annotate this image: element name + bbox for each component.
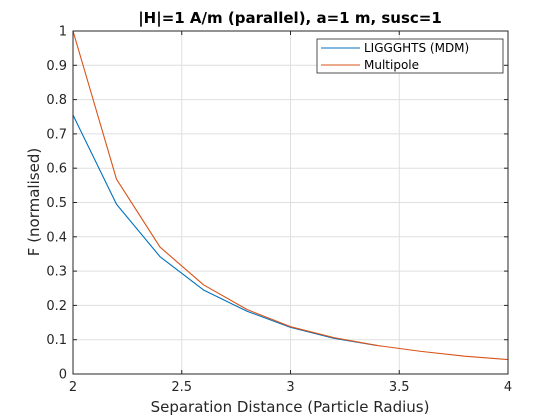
y-tick-labels: 0 0.1 0.2 0.3 0.4 0.5 0.6 0.7 0.8 0.9 1 [46, 25, 67, 383]
y-tick-label: 0.2 [46, 299, 67, 314]
x-tick-label: 3.5 [389, 380, 410, 395]
y-tick-label: 0.5 [46, 196, 67, 211]
legend-box [316, 38, 504, 74]
chart-title: |H|=1 A/m (parallel), a=1 m, susc=1 [138, 9, 442, 28]
y-tick-label: 0.1 [46, 333, 67, 348]
series-line-mdm [72, 114, 378, 347]
series-line-multipole [72, 30, 509, 361]
legend: LIGGGHTS (MDM) Multipole [316, 38, 504, 74]
legend-label-mdm: LIGGGHTS (MDM) [364, 41, 469, 55]
y-tick-label: 0.8 [46, 93, 67, 108]
y-axis-label: F (normalised) [25, 148, 43, 256]
x-tick-label: 2.5 [171, 380, 192, 395]
y-tick-label: 0.9 [46, 59, 67, 74]
x-axis-label: Separation Distance (Particle Radius) [151, 398, 430, 416]
x-tick-labels: 2 2.5 3 3.5 4 [69, 380, 512, 395]
y-tick-label: 1 [59, 25, 67, 40]
tick-marks [72, 30, 509, 375]
y-tick-label: 0.6 [46, 162, 67, 177]
legend-label-multipole: Multipole [364, 58, 419, 72]
x-tick-label: 4 [504, 380, 512, 395]
y-tick-label: 0.7 [46, 127, 67, 142]
y-tick-label: 0 [59, 368, 67, 383]
y-tick-label: 0.3 [46, 265, 67, 280]
x-tick-label: 3 [286, 380, 294, 395]
y-tick-label: 0.4 [46, 230, 67, 245]
series-layer [72, 30, 509, 361]
x-tick-label: 2 [69, 380, 77, 395]
